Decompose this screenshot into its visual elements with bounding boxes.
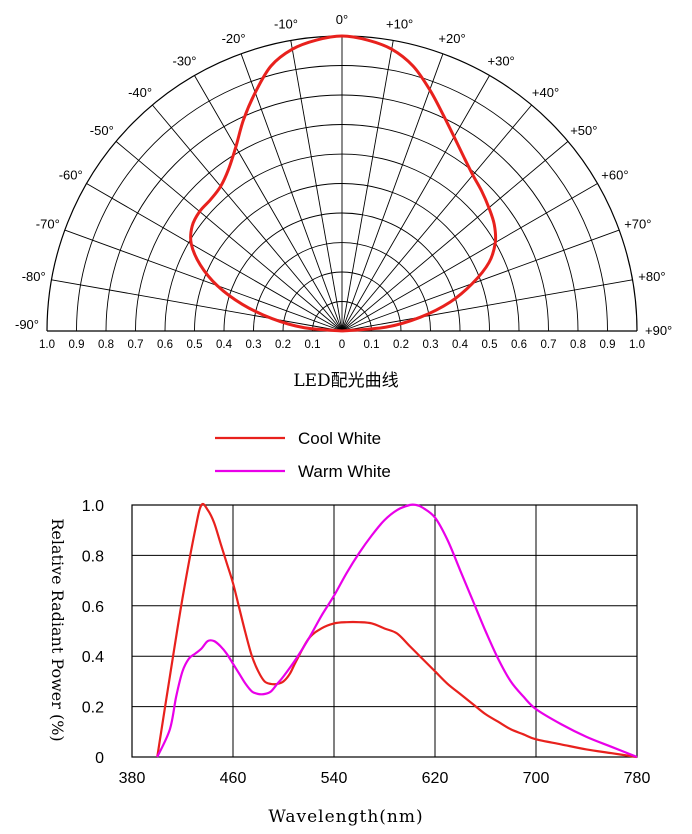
polar-angle-label: +30°	[488, 54, 515, 69]
polar-spoke	[341, 229, 620, 332]
polar-angle-label: +70°	[624, 217, 651, 232]
polar-radial-label: 1.0	[39, 339, 55, 351]
polar-angle-label: +90°	[645, 323, 672, 338]
polar-spoke	[290, 40, 343, 332]
y-tick-label: 1.0	[82, 498, 104, 515]
y-tick-label: 0	[95, 750, 104, 767]
polar-angle-label: -70°	[36, 217, 60, 232]
legend-label-warm-white: Warm White	[298, 462, 391, 481]
y-tick-label: 0.2	[82, 700, 104, 717]
polar-spoke	[341, 141, 569, 332]
polar-spoke	[194, 75, 343, 332]
polar-radial-label: 0	[339, 339, 345, 351]
x-tick-label: 780	[624, 770, 651, 787]
polar-radial-label: 0.3	[246, 339, 262, 351]
polar-spoke	[341, 53, 444, 332]
legend: Cool White Warm White	[215, 429, 391, 481]
spectrum-chart: 380 460 540 620 700 780 0 0.2 0.4 0.6 0.8 1.0 Relat…	[48, 498, 650, 827]
polar-radial-labels: 1.0 0.9 0.8 0.7 0.6 0.5 0.4 0.3 0.2 0.1 0 0.1 0.2 0.3…	[39, 339, 645, 351]
polar-chart: -90° -80° -70° -60° -50° -40° -30° -20° -10° 0° +1…	[15, 12, 672, 391]
polar-chart-title: LED配光曲线	[293, 371, 398, 391]
polar-angle-label: +10°	[386, 17, 413, 32]
polar-spoke	[152, 104, 343, 332]
polar-radial-label: 0.8	[98, 339, 114, 351]
polar-spoke	[341, 183, 598, 332]
polar-radial-label: 0.7	[541, 339, 557, 351]
y-tick-label: 0.6	[82, 599, 104, 616]
polar-angle-labels: -90° -80° -70° -60° -50° -40° -30° -20° -10° 0° +1…	[15, 12, 672, 338]
polar-angle-label: -80°	[22, 269, 46, 284]
polar-angle-label: -20°	[222, 31, 246, 46]
polar-angle-label: +50°	[570, 123, 597, 138]
polar-spoke	[341, 104, 532, 332]
polar-angle-label: -60°	[59, 168, 83, 183]
polar-radial-label: 0.4	[216, 339, 233, 351]
x-tick-label: 540	[321, 770, 348, 787]
polar-angle-label: -90°	[15, 317, 39, 332]
polar-spoke	[240, 53, 343, 332]
polar-radial-label: 0.2	[275, 339, 291, 351]
polar-spoke	[341, 279, 633, 332]
polar-spoke	[86, 183, 343, 332]
series-line-cool-white	[156, 502, 638, 759]
polar-series	[189, 34, 498, 333]
polar-radial-label: 1.0	[629, 339, 645, 351]
spectrum-series	[156, 502, 638, 759]
x-tick-label: 460	[220, 770, 247, 787]
y-axis-label: Relative Radiant Power (%)	[48, 518, 67, 741]
polar-angle-label: 0°	[336, 12, 348, 27]
spectrum-tick-labels: 380 460 540 620 700 780 0 0.2 0.4 0.6 0.8 1.0	[82, 498, 651, 787]
polar-radial-label: 0.9	[600, 339, 616, 351]
polar-radial-label: 0.7	[128, 339, 144, 351]
polar-spoke	[341, 40, 394, 332]
polar-angle-label: -10°	[274, 17, 298, 32]
polar-distribution-curve	[189, 34, 498, 333]
polar-radial-label: 0.6	[511, 339, 527, 351]
polar-radial-label: 0.2	[393, 339, 409, 351]
polar-radial-label: 0.1	[364, 339, 380, 351]
polar-spoke	[115, 141, 343, 332]
polar-radial-label: 0.9	[69, 339, 85, 351]
polar-radial-label: 0.1	[305, 339, 321, 351]
polar-angle-label: +20°	[438, 31, 465, 46]
x-axis-label: Wavelength(nm)	[268, 807, 423, 827]
x-tick-label: 620	[422, 770, 449, 787]
polar-radial-label: 0.5	[482, 339, 498, 351]
legend-label-cool-white: Cool White	[298, 429, 381, 448]
polar-spoke	[51, 279, 343, 332]
polar-angle-label: -40°	[128, 85, 152, 100]
polar-spoke	[341, 75, 490, 332]
x-tick-label: 700	[523, 770, 550, 787]
polar-radial-label: 0.3	[423, 339, 439, 351]
polar-spoke	[64, 229, 343, 332]
polar-grid	[46, 35, 638, 332]
x-tick-label: 380	[119, 770, 146, 787]
polar-radial-label: 0.5	[187, 339, 203, 351]
polar-angle-label: +80°	[638, 269, 665, 284]
polar-radial-label: 0.8	[570, 339, 586, 351]
polar-radial-label: 0.6	[157, 339, 173, 351]
polar-angle-label: -50°	[90, 123, 114, 138]
y-tick-label: 0.4	[82, 649, 104, 666]
polar-angle-label: +60°	[601, 168, 628, 183]
plot-frame	[131, 504, 638, 758]
polar-angle-label: +40°	[532, 85, 559, 100]
spectrum-grid	[131, 504, 638, 758]
polar-radial-label: 0.4	[452, 339, 469, 351]
series-line-warm-white	[156, 503, 638, 759]
y-tick-label: 0.8	[82, 548, 104, 565]
polar-angle-label: -30°	[173, 54, 197, 69]
